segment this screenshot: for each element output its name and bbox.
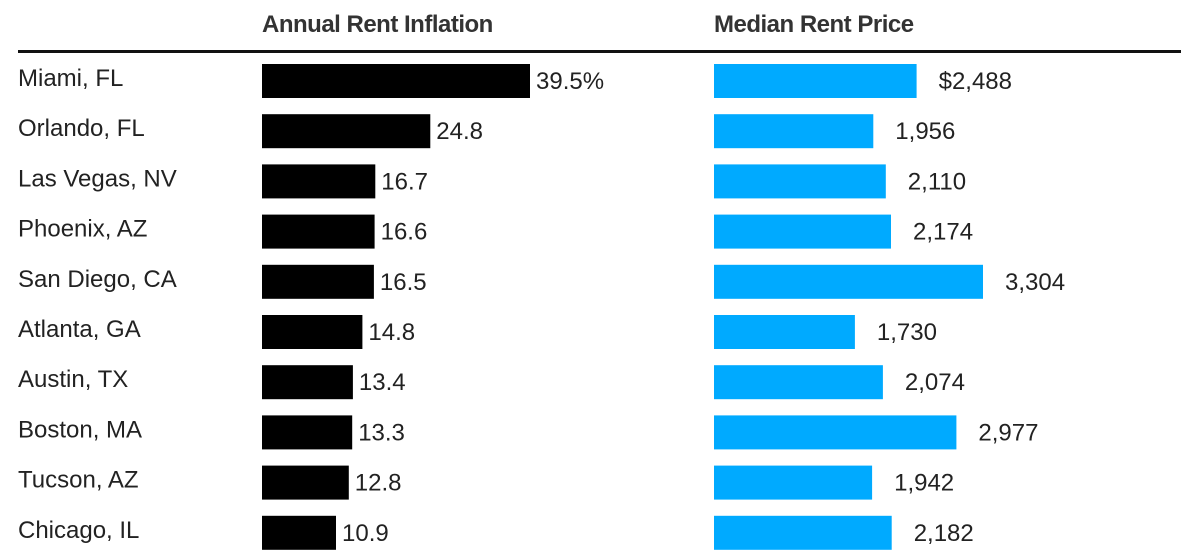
rent-bar (714, 64, 917, 98)
rent-value-label: 1,956 (895, 118, 955, 145)
inflation-value-label: 13.4 (359, 369, 406, 396)
inflation-value-label: 10.9 (342, 520, 389, 547)
inflation-value-label: 39.5% (536, 68, 604, 95)
city-label: Orlando, FL (18, 115, 145, 142)
rent-bar (714, 515, 892, 550)
rent-column-header: Median Rent Price (714, 11, 914, 38)
rent-bar (714, 415, 957, 450)
inflation-column-header: Annual Rent Inflation (262, 11, 493, 38)
inflation-value-label: 16.7 (381, 168, 428, 195)
inflation-value-label: 13.3 (358, 419, 405, 446)
city-label: Chicago, IL (18, 517, 139, 544)
inflation-bar (262, 214, 375, 249)
header-divider (18, 50, 1181, 53)
inflation-bar (262, 64, 530, 98)
inflation-value-label: 12.8 (355, 470, 402, 497)
rent-value-label: 2,182 (914, 520, 974, 547)
city-label: San Diego, CA (18, 266, 177, 293)
rent-value-label: 1,730 (877, 319, 937, 346)
rent-bar (714, 465, 873, 500)
inflation-value-label: 24.8 (436, 118, 483, 145)
rent-bar (714, 365, 883, 400)
city-label: Austin, TX (18, 366, 128, 393)
inflation-value-label: 16.5 (380, 269, 427, 296)
inflation-bar (262, 515, 336, 550)
rent-value-label: 2,074 (905, 369, 965, 396)
inflation-bar (262, 264, 374, 299)
inflation-bar (262, 465, 349, 500)
rent-bar (714, 315, 855, 349)
city-label: Phoenix, AZ (18, 216, 147, 243)
inflation-bar (262, 415, 353, 450)
inflation-bar (262, 315, 363, 349)
city-label: Las Vegas, NV (18, 165, 177, 192)
city-label: Tucson, AZ (18, 467, 139, 494)
rent-bar (714, 114, 874, 149)
rent-bar (714, 164, 886, 199)
rent-value-label: 1,942 (894, 470, 954, 497)
rent-value-label: 2,977 (978, 419, 1038, 446)
rent-value-label: 2,174 (913, 219, 973, 246)
city-label: Atlanta, GA (18, 316, 141, 343)
city-label: Miami, FL (18, 65, 123, 92)
city-label: Boston, MA (18, 416, 142, 443)
rent-value-label: $2,488 (939, 68, 1012, 95)
inflation-bar (262, 114, 431, 149)
rent-value-label: 2,110 (908, 168, 966, 195)
rent-value-label: 3,304 (1005, 269, 1065, 296)
inflation-value-label: 16.6 (381, 219, 428, 246)
chart-rows: Miami, FL 39.5% $2,488 Orlando, FL 24.8 1,956… (18, 64, 1065, 550)
rent-bar (714, 264, 983, 299)
inflation-bar (262, 365, 353, 400)
inflation-value-label: 14.8 (368, 319, 415, 346)
inflation-bar (262, 164, 376, 199)
rent-bar (714, 214, 891, 249)
